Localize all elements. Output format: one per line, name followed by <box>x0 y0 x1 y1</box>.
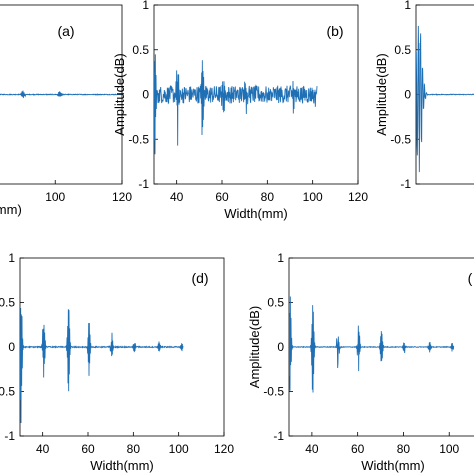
y-tick-label: -1 <box>273 429 284 443</box>
y-tick-label: 1 <box>277 251 284 265</box>
y-tick-label: -0.5 <box>390 132 411 146</box>
signal-series <box>20 308 184 423</box>
panel-label: (b) <box>326 23 343 39</box>
signal-series <box>416 25 474 173</box>
chart-panel: 406080100120-1-0.500.51Width(mm)Amplitud… <box>247 251 474 473</box>
y-axis-label: Amplitude(dB) <box>374 53 389 135</box>
y-tick-label: -1 <box>400 177 411 191</box>
y-tick-label: -0.5 <box>0 385 15 399</box>
x-tick-label: 120 <box>112 190 132 204</box>
panel-label: ( <box>468 270 473 286</box>
x-tick-label: 120 <box>214 442 234 456</box>
x-tick-label: 80 <box>261 190 275 204</box>
y-tick-label: 0.5 <box>132 43 149 57</box>
y-tick-label: 0 <box>8 340 15 354</box>
y-tick-label: 1 <box>8 251 15 265</box>
y-tick-label: 0.5 <box>0 296 15 310</box>
y-tick-label: 1 <box>142 0 149 12</box>
signal-series <box>289 296 455 393</box>
y-tick-label: -1 <box>4 429 15 443</box>
chart-panel: 6080100120Width(mm)(a) <box>0 4 132 217</box>
x-axis-label: Width(mm) <box>361 458 425 473</box>
x-tick-label: 120 <box>348 190 368 204</box>
x-tick-label: 40 <box>305 442 319 456</box>
x-axis-label: Width(mm) <box>224 206 288 221</box>
x-tick-label: 100 <box>45 190 65 204</box>
signal-series <box>154 54 318 155</box>
y-tick-label: 1 <box>404 0 411 12</box>
x-tick-label: 80 <box>127 442 141 456</box>
chart-panel: 40 60 80 100 120 -1 -0.5 0 0.5 1 Width(mm) (d) <box>0 251 234 473</box>
y-tick-label: 0.5 <box>394 43 411 57</box>
plot-frame <box>0 4 123 185</box>
y-tick-label: -1 <box>138 177 149 191</box>
x-axis-label: Width(mm) <box>0 202 22 217</box>
x-tick-label: 80 <box>397 442 411 456</box>
y-tick-label: 0.5 <box>267 296 284 310</box>
y-tick-label: 0 <box>277 340 284 354</box>
y-tick-label: -0.5 <box>263 385 284 399</box>
y-axis-label: Amplitude(dB) <box>112 53 127 135</box>
y-tick-label: 0 <box>142 88 149 102</box>
panel-label: (a) <box>57 23 74 39</box>
y-tick-label: 0 <box>404 88 411 102</box>
x-tick-label: 60 <box>351 442 365 456</box>
y-tick-label: -0.5 <box>128 132 149 146</box>
x-tick-label: 100 <box>169 442 189 456</box>
x-tick-label: 60 <box>215 190 229 204</box>
chart-panel: 40 60 80 100 120 -1 -0.5 0 0.5 1 Width(mm) Amplitud… <box>112 0 368 221</box>
x-axis-label: Width(mm) <box>90 458 154 473</box>
x-tick-label: 40 <box>170 190 184 204</box>
x-tick-label: 100 <box>303 190 323 204</box>
x-tick-label: 100 <box>439 442 459 456</box>
x-tick-label: 60 <box>81 442 95 456</box>
y-axis-label: Amplitude(dB) <box>247 306 262 388</box>
panel-label: (d) <box>191 270 208 286</box>
x-tick-label: 40 <box>36 442 50 456</box>
signal-series <box>0 90 122 99</box>
